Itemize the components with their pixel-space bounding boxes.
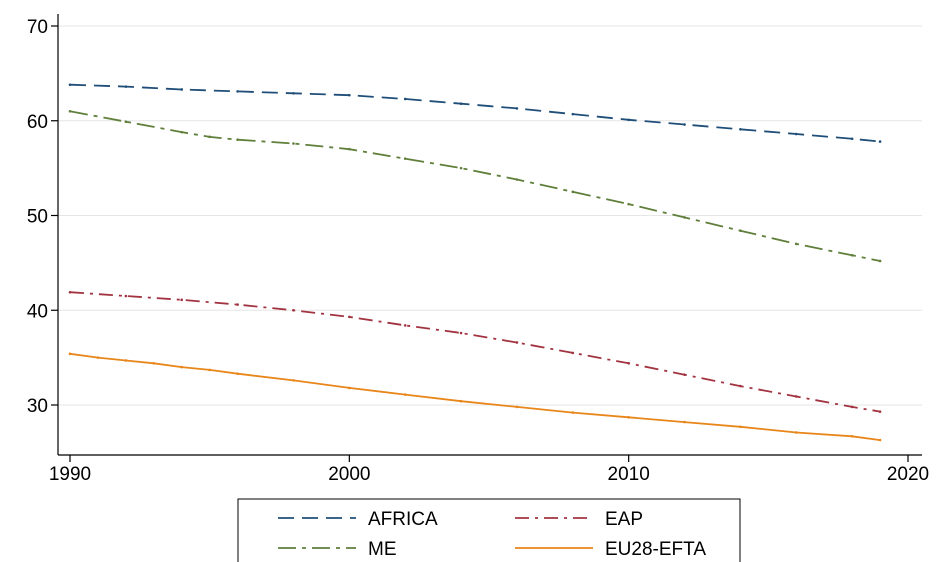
data-point-eap [348,315,351,319]
data-point-africa [403,97,407,101]
y-tick-label-70: 70 [27,17,48,38]
data-point-eap [627,362,630,365]
data-point-eap [794,395,798,398]
data-point-eu28-efta [348,386,351,390]
series-line-me [69,110,881,262]
gridlines [58,25,922,406]
data-point-africa [794,132,798,136]
data-point-africa [459,102,463,105]
data-point-eu28-efta [739,425,742,429]
data-point-me [208,135,211,139]
data-point-eap [459,331,463,335]
data-point-me [850,253,854,257]
y-tick-label-60: 60 [27,112,48,133]
data-point-eu28-efta [850,434,854,438]
data-point-eap [515,341,519,344]
data-point-eu28-efta [180,365,184,369]
y-tick-label-30: 30 [27,396,48,417]
data-point-africa [571,112,575,116]
data-point-me [627,202,630,206]
data-point-eu28-efta [292,379,295,382]
data-point-eap [739,384,742,388]
data-point-africa [292,91,295,95]
data-point-me [348,147,351,151]
data-point-africa [236,90,239,93]
data-point-eap [180,298,184,302]
y-tick-label-50: 50 [27,207,48,228]
data-point-africa [850,137,854,141]
data-point-africa [124,85,128,88]
data-point-eap [683,373,686,376]
data-point-me [403,157,407,160]
data-point-africa [683,123,686,126]
axes [51,14,922,462]
data-point-eap [236,303,239,306]
data-point-eu28-efta [124,359,128,362]
data-point-eu28-efta [459,399,463,403]
legend: AFRICA EAP ME EU28-EFTA [237,498,741,562]
series-line-africa [69,83,881,143]
series-line-eu28-efta [69,352,881,441]
data-point-africa [878,140,882,143]
x-tick-label-1990: 1990 [49,464,91,485]
data-point-eu28-efta [403,393,407,396]
data-point-eu28-efta [208,368,211,372]
data-point-eu28-efta [96,356,100,359]
legend-box [237,498,741,562]
data-point-africa [348,93,351,97]
data-point-africa [739,127,742,131]
data-point-me [683,216,686,219]
data-point-me [68,109,72,113]
data-point-eu28-efta [794,431,798,434]
data-point-me [180,130,184,134]
data-point-africa [515,107,519,110]
legend-label-eu28-efta: EU28-EFTA [605,539,706,560]
data-point-eap [68,290,72,294]
x-tick-label-2020: 2020 [887,464,929,485]
data-point-eu28-efta [515,405,519,409]
data-point-africa [627,118,630,122]
x-tick-label-2010: 2010 [608,464,650,485]
data-point-me [515,178,519,181]
data-point-me [124,120,128,123]
data-point-africa [180,88,184,91]
data-point-me [794,242,798,246]
y-tick-label-40: 40 [27,301,48,322]
data-point-me [878,259,882,263]
x-tick-label-2000: 2000 [328,464,370,485]
data-point-eap [292,308,295,312]
data-point-me [739,229,742,232]
tick-labels: 30 40 50 60 70 1990 2000 2010 2020 [27,17,929,485]
data-point-me [459,166,463,170]
data-point-eap [403,324,407,327]
data-point-eu28-efta [236,372,239,376]
legend-label-eap: EAP [605,509,643,530]
data-point-eap [124,294,128,298]
data-point-eu28-efta [152,362,156,365]
data-point-me [292,142,295,145]
legend-label-me: ME [368,539,397,560]
data-point-eap [878,410,882,413]
data-point-eap [571,351,575,355]
data-point-eu28-efta [878,438,882,442]
data-point-me [236,138,239,141]
data-point-africa [68,83,72,87]
series-line-eap [69,291,881,413]
legend-label-africa: AFRICA [368,509,438,530]
data-point-eu28-efta [68,352,72,356]
data-point-eu28-efta [571,411,575,414]
data-point-eu28-efta [683,420,686,424]
data-point-me [571,190,575,194]
data-point-eu28-efta [627,416,630,419]
series-lines [68,83,882,442]
data-point-eap [850,405,854,409]
